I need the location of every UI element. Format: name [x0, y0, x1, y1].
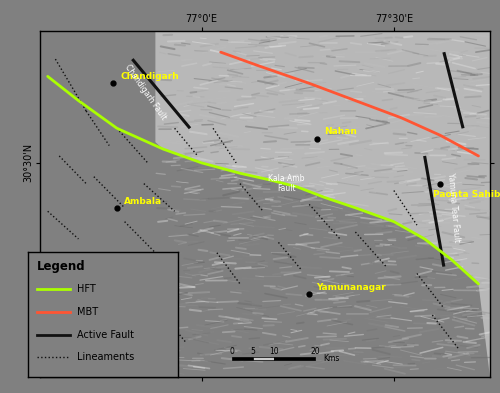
Text: 0: 0	[230, 347, 234, 356]
Bar	[232, 357, 253, 360]
Text: Legend: Legend	[36, 260, 85, 273]
Text: Ambala: Ambala	[124, 196, 162, 206]
Text: Active Fault: Active Fault	[77, 329, 134, 340]
Text: Chandigarh Fault: Chandigarh Fault	[124, 62, 168, 121]
Text: Kala Amb
Fault: Kala Amb Fault	[268, 174, 304, 193]
Polygon shape	[156, 31, 490, 377]
Text: HFT: HFT	[77, 284, 96, 294]
Text: Yamuna Tear Fault: Yamuna Tear Fault	[446, 173, 461, 243]
Text: 20: 20	[310, 347, 320, 356]
Text: Lineaments: Lineaments	[77, 352, 134, 362]
Text: 10: 10	[269, 347, 278, 356]
Text: Paonta Sahib: Paonta Sahib	[433, 191, 500, 200]
Text: 5: 5	[250, 347, 256, 356]
Text: Yamunanagar: Yamunanagar	[316, 283, 386, 292]
Text: Kms: Kms	[324, 354, 340, 363]
Text: MBT: MBT	[77, 307, 98, 317]
Text: Chandigarh: Chandigarh	[120, 72, 179, 81]
Bar	[274, 357, 315, 360]
Bar	[253, 357, 274, 360]
Text: Nahan: Nahan	[324, 127, 356, 136]
